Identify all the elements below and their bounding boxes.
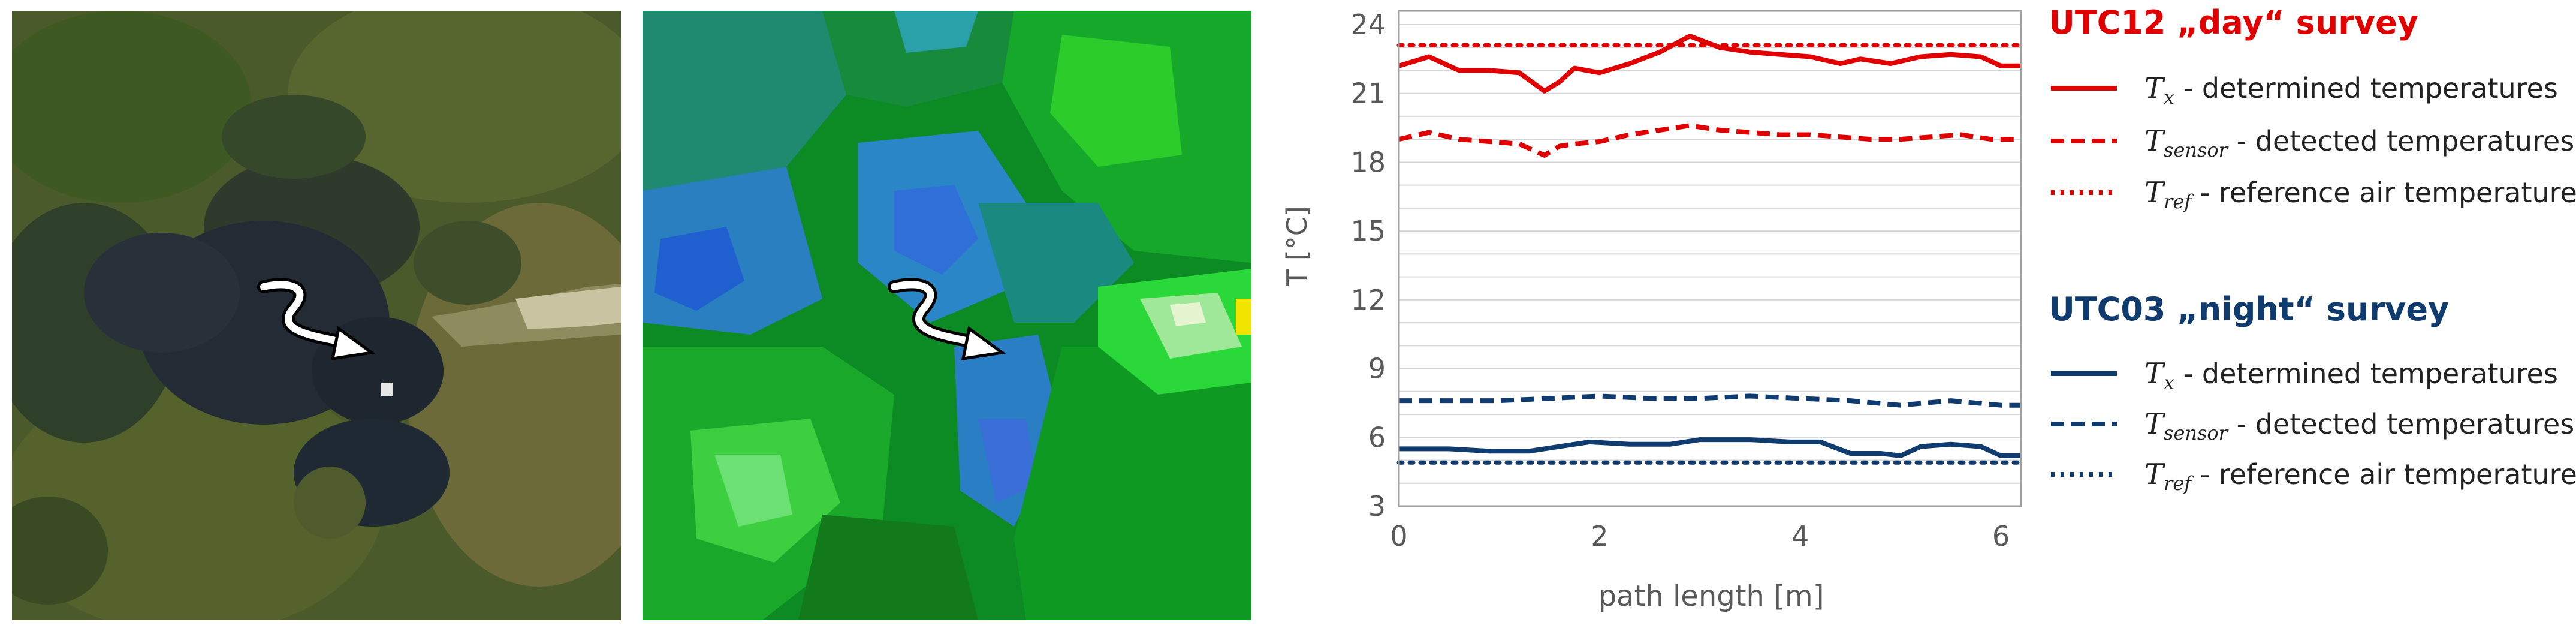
x-tick-label: 2	[1591, 520, 1608, 552]
y-tick-label: 21	[1350, 77, 1386, 110]
series-line-day-solid	[1398, 34, 2021, 94]
path-arrow-icon	[257, 278, 376, 361]
legend-solid-line-icon	[2051, 371, 2117, 376]
thermal-map-image	[643, 11, 1251, 620]
legend-night-title: UTC03 „night“ survey	[2049, 290, 2450, 328]
y-tick-label: 18	[1350, 146, 1386, 178]
legend-item: Tx - determined temperatures	[2051, 353, 2572, 395]
y-tick-label: 9	[1368, 353, 1386, 385]
legend-label: Tsensor - detected temperatures	[2144, 407, 2575, 445]
y-tick-label: 12	[1350, 284, 1386, 316]
legend-label: Tref - reference air temperature	[2144, 176, 2576, 214]
y-tick-label: 6	[1368, 421, 1386, 453]
grid-lines	[1399, 23, 2021, 507]
x-tick-label: 6	[1992, 520, 2010, 552]
aerial-photo-panel	[12, 11, 621, 620]
legend-day-title: UTC12 „day“ survey	[2049, 4, 2418, 41]
series-line-day-dashed	[1398, 123, 2021, 158]
plot-frame	[1398, 10, 2022, 507]
legend-label: Tx - determined temperatures	[2144, 357, 2558, 395]
legend: UTC12 „day“ survey Tx - determined tempe…	[2049, 0, 2576, 631]
y-tick-label: 3	[1368, 490, 1386, 522]
chart-series	[1396, 34, 2023, 465]
x-tick-label: 0	[1390, 520, 1407, 552]
series-line-night-solid	[1399, 437, 2021, 458]
series-line-night-dashed	[1399, 393, 2021, 408]
y-tick-label: 15	[1350, 215, 1386, 247]
legend-item: Tsensor - detected temperatures	[2051, 403, 2574, 445]
legend-solid-line-icon	[2051, 86, 2117, 91]
x-axis-label: path length [m]	[1598, 579, 1824, 613]
thermal-map-panel	[643, 11, 1251, 620]
legend-label: Tsensor - detected temperatures	[2144, 124, 2575, 162]
legend-item: Tsensor - detected temperatures	[2051, 120, 2574, 162]
y-tick-label: 24	[1350, 8, 1386, 41]
legend-item: Tref - reference air temperature	[2051, 172, 2576, 214]
legend-dashed-line-icon	[2051, 422, 2117, 426]
legend-label: Tref - reference air temperature	[2144, 458, 2576, 495]
aerial-photo-image	[12, 11, 621, 620]
legend-dotted-line-icon	[2051, 190, 2117, 195]
legend-item: Tx - determined temperatures	[2051, 67, 2572, 109]
legend-dashed-line-icon	[2051, 139, 2117, 143]
x-tick-label: 4	[1791, 520, 1809, 552]
path-arrow-icon	[888, 278, 1006, 361]
legend-item: Tref - reference air temperature	[2051, 453, 2576, 495]
legend-label: Tx - determined temperatures	[2144, 71, 2558, 109]
legend-dotted-line-icon	[2051, 472, 2117, 477]
y-axis-label: T [°C]	[1281, 206, 1313, 287]
